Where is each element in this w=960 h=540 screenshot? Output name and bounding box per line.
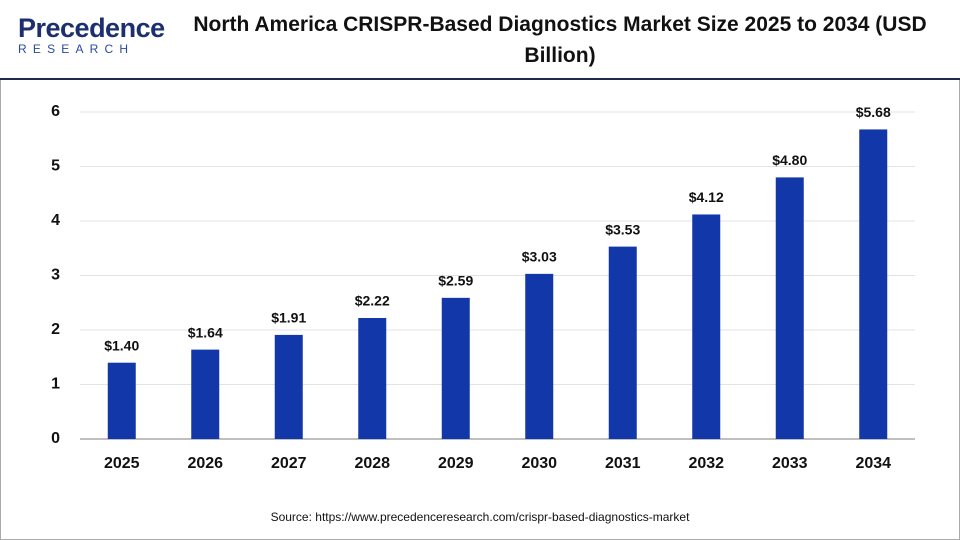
y-tick-label: 1 [51, 376, 60, 393]
data-label: $3.53 [605, 221, 640, 237]
data-label: $1.40 [104, 337, 139, 353]
data-label: $4.12 [689, 189, 724, 205]
bar [692, 214, 721, 439]
y-tick-label: 2 [51, 321, 60, 338]
x-tick-label: 2025 [104, 455, 140, 472]
x-tick-label: 2032 [688, 455, 724, 472]
data-label: $1.64 [188, 324, 223, 340]
x-tick-label: 2026 [187, 455, 223, 472]
bar [441, 297, 470, 439]
y-tick-label: 5 [51, 158, 60, 175]
x-tick-label: 2027 [271, 455, 307, 472]
bar [191, 349, 220, 439]
bar [358, 318, 387, 439]
y-tick-label: 4 [51, 212, 60, 229]
x-tick-label: 2034 [855, 455, 891, 472]
header: Precedence RESEARCH North America CRISPR… [0, 0, 960, 80]
data-label: $2.22 [355, 293, 390, 309]
bar [274, 334, 303, 439]
y-tick-label: 3 [51, 267, 60, 284]
bar [525, 273, 554, 439]
data-label: $3.03 [522, 249, 557, 265]
y-tick-label: 0 [51, 430, 60, 447]
chart-title: North America CRISPR-Based Diagnostics M… [193, 13, 927, 67]
x-tick-label: 2029 [438, 455, 474, 472]
data-label: $4.80 [772, 152, 807, 168]
bar [608, 246, 637, 439]
data-label: $1.91 [271, 310, 306, 326]
source-note: Source: https://www.precedenceresearch.c… [271, 510, 691, 524]
x-tick-label: 2028 [354, 455, 390, 472]
data-label: $5.68 [856, 104, 891, 120]
data-label: $2.59 [438, 273, 473, 289]
y-tick-label: 6 [51, 103, 60, 120]
x-tick-label: 2033 [772, 455, 808, 472]
brand-sub: RESEARCH [18, 42, 135, 56]
x-tick-label: 2031 [605, 455, 641, 472]
bar [107, 362, 136, 439]
brand-logo: Precedence RESEARCH [18, 14, 165, 56]
bar [775, 177, 804, 439]
x-tick-label: 2030 [521, 455, 557, 472]
brand-name: Precedence [18, 13, 165, 43]
bar [859, 129, 888, 439]
